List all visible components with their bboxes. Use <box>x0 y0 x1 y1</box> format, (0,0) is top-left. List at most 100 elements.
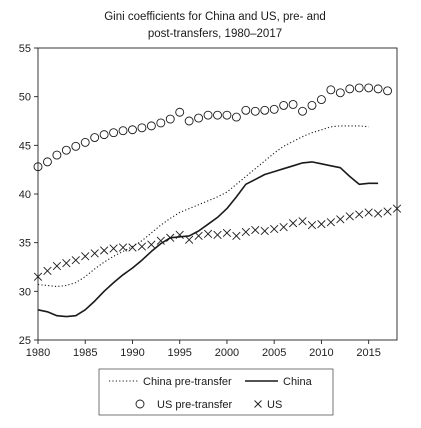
data-point-us <box>137 242 147 251</box>
data-point-us-pre-transfer <box>118 126 128 136</box>
data-point-us <box>203 229 213 239</box>
data-point-us-pre-transfer <box>128 125 137 135</box>
x-tick-label: 1990 <box>120 347 144 359</box>
data-point-us-pre-transfer <box>307 100 317 110</box>
y-tick-label: 25 <box>19 335 31 347</box>
data-point-us <box>355 210 364 219</box>
legend-label-us-pre-transfer: US pre-transfer <box>157 399 233 411</box>
data-point-us <box>118 243 128 252</box>
x-marker-stroke <box>222 228 232 238</box>
data-point-us <box>109 244 118 253</box>
x-marker-stroke <box>118 243 128 252</box>
data-point-us-pre-transfer <box>241 105 251 115</box>
data-point-us <box>71 256 80 265</box>
x-marker-stroke <box>345 212 354 221</box>
data-point-us-pre-transfer <box>194 113 204 123</box>
data-point-us-pre-transfer <box>316 95 326 105</box>
x-marker-stroke <box>43 266 52 276</box>
x-marker-stroke <box>81 252 90 261</box>
x-marker-stroke <box>213 230 222 239</box>
data-point-us <box>298 217 307 226</box>
data-point-us <box>175 230 184 239</box>
y-tick-label: 40 <box>19 189 31 201</box>
x-marker-stroke <box>137 242 147 251</box>
legend-label-us: US <box>267 399 282 411</box>
data-point-us-pre-transfer <box>298 106 307 116</box>
x-tick-label: 1980 <box>26 347 50 359</box>
axes: 25 30 35 40 45 50 55 1980 1985 1990 1995 2000 2005 20… <box>19 43 398 359</box>
x-marker-stroke <box>326 218 335 227</box>
x-marker-stroke <box>241 227 250 237</box>
series-line-china <box>37 161 379 318</box>
x-marker-stroke <box>270 224 279 234</box>
plot-area <box>33 83 402 318</box>
data-point-us <box>383 207 392 216</box>
data-point-us <box>373 209 383 218</box>
y-tick-label: 55 <box>19 43 31 55</box>
x-marker-stroke <box>203 229 213 239</box>
data-point-us <box>156 236 165 245</box>
data-point-us <box>81 252 90 261</box>
data-point-us <box>241 227 250 237</box>
data-point-us-pre-transfer <box>33 162 43 172</box>
data-point-us <box>232 231 241 240</box>
x-marker-stroke <box>279 222 288 232</box>
x-tick-label: 2015 <box>356 347 380 359</box>
data-point-us-pre-transfer <box>231 112 241 122</box>
x-tick-label: 2005 <box>262 347 286 359</box>
data-point-us-pre-transfer <box>184 116 194 126</box>
x-marker-stroke <box>156 236 165 245</box>
x-marker-stroke <box>71 256 80 265</box>
x-marker-stroke <box>109 244 118 253</box>
x-marker-stroke <box>33 272 43 281</box>
data-point-us <box>166 233 175 242</box>
data-point-us <box>100 246 109 255</box>
data-point-us-pre-transfer <box>90 133 100 142</box>
data-point-us <box>270 224 279 234</box>
data-point-us-pre-transfer <box>156 118 166 128</box>
chart-title-line-2: post-transfers, 1980–2017 <box>148 28 282 40</box>
data-point-us <box>43 266 52 276</box>
x-marker-stroke <box>383 207 392 216</box>
x-marker-stroke <box>62 258 71 268</box>
x-marker-stroke <box>355 210 364 219</box>
data-point-us-pre-transfer <box>345 84 355 94</box>
data-point-us-pre-transfer <box>165 114 175 124</box>
data-point-us <box>288 219 298 228</box>
data-point-us-pre-transfer <box>383 86 393 96</box>
x-marker-stroke <box>194 231 203 240</box>
data-point-us <box>336 215 345 224</box>
legend-label-china: China <box>283 376 313 388</box>
x-marker-stroke <box>100 246 109 255</box>
x-marker-stroke <box>128 243 137 252</box>
data-point-us <box>345 212 354 221</box>
data-point-us-pre-transfer <box>260 105 270 115</box>
data-point-us <box>307 221 317 230</box>
x-marker-stroke <box>90 249 99 258</box>
data-point-us <box>392 204 402 213</box>
data-point-us-pre-transfer <box>42 157 52 167</box>
x-tick-label: 1985 <box>73 347 97 359</box>
data-point-us <box>260 226 269 236</box>
x-marker-stroke <box>373 209 383 218</box>
x-tick-label: 1995 <box>167 347 191 359</box>
x-marker-stroke <box>175 230 184 239</box>
y-tick-label: 45 <box>19 140 31 152</box>
data-point-us <box>52 261 62 271</box>
data-point-us-pre-transfer <box>71 141 81 151</box>
legend-swatch-us-pre-transfer <box>135 399 145 409</box>
x-marker-stroke <box>166 233 175 242</box>
x-marker-stroke <box>52 261 62 271</box>
x-marker-stroke <box>298 217 307 226</box>
data-point-us <box>90 249 99 258</box>
data-point-us <box>326 218 335 227</box>
data-point-us <box>317 220 326 229</box>
y-tick-label: 35 <box>19 238 31 250</box>
data-point-us <box>185 235 194 244</box>
data-point-us <box>62 258 71 268</box>
x-marker-stroke <box>147 240 156 249</box>
data-point-us-pre-transfer <box>146 121 156 131</box>
data-point-us-pre-transfer <box>326 85 336 95</box>
y-tick-label: 50 <box>19 92 31 104</box>
